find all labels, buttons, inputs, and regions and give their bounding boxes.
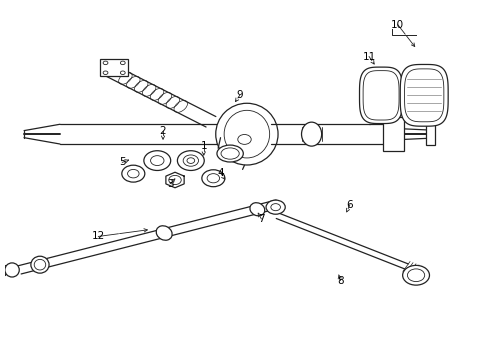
- Ellipse shape: [301, 122, 321, 146]
- Text: 4: 4: [217, 168, 224, 178]
- Circle shape: [122, 165, 144, 182]
- Polygon shape: [359, 67, 402, 123]
- Circle shape: [183, 155, 198, 166]
- Ellipse shape: [217, 145, 243, 162]
- Bar: [100, 59, 128, 76]
- Polygon shape: [400, 64, 447, 126]
- Ellipse shape: [215, 103, 278, 165]
- Ellipse shape: [156, 226, 172, 240]
- Circle shape: [237, 135, 251, 144]
- Ellipse shape: [5, 263, 19, 277]
- Bar: [425, 123, 434, 145]
- Circle shape: [120, 61, 125, 65]
- Circle shape: [402, 265, 428, 285]
- Ellipse shape: [249, 203, 264, 216]
- Text: 2: 2: [160, 126, 166, 136]
- Circle shape: [120, 71, 125, 75]
- Circle shape: [103, 71, 108, 75]
- Ellipse shape: [34, 260, 45, 270]
- Circle shape: [407, 269, 424, 282]
- Circle shape: [186, 158, 194, 163]
- Text: 12: 12: [92, 231, 105, 242]
- Text: 1: 1: [200, 141, 206, 152]
- Text: 5: 5: [119, 157, 125, 167]
- Text: 6: 6: [346, 200, 352, 210]
- Circle shape: [202, 170, 224, 187]
- Circle shape: [150, 156, 163, 166]
- Text: 7: 7: [258, 214, 264, 224]
- Text: 8: 8: [336, 275, 343, 285]
- Circle shape: [143, 151, 170, 171]
- Circle shape: [207, 174, 219, 183]
- Ellipse shape: [221, 148, 239, 159]
- Circle shape: [168, 175, 181, 185]
- Text: 10: 10: [390, 20, 404, 30]
- Text: 11: 11: [362, 51, 375, 62]
- Bar: [383, 117, 403, 151]
- Circle shape: [270, 204, 280, 211]
- Polygon shape: [165, 172, 184, 188]
- Circle shape: [127, 170, 139, 178]
- Text: 9: 9: [236, 90, 243, 100]
- Ellipse shape: [31, 256, 49, 273]
- Circle shape: [103, 61, 108, 65]
- Circle shape: [177, 151, 204, 171]
- Text: 3: 3: [166, 179, 173, 189]
- Circle shape: [265, 200, 285, 214]
- Ellipse shape: [224, 110, 269, 158]
